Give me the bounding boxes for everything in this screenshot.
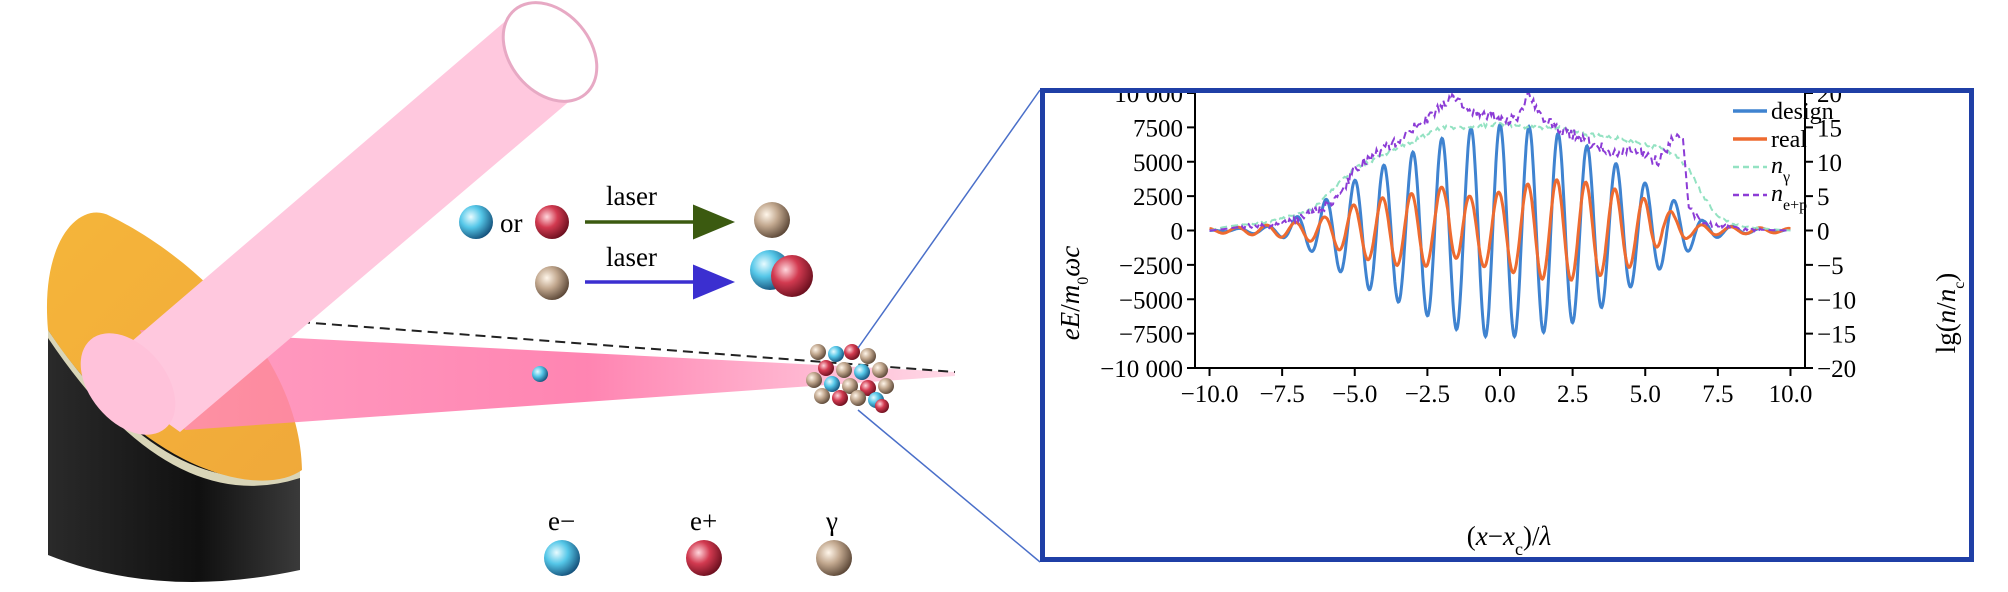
y-tick-label-left: 10 000 xyxy=(1114,93,1183,108)
y-tick-label-left: −7500 xyxy=(1119,322,1183,349)
y-tick-label-left: 0 xyxy=(1171,219,1184,246)
legend-label-design: design xyxy=(1771,99,1834,125)
x-tick-label: −5.0 xyxy=(1332,381,1377,408)
electron-icon xyxy=(459,205,493,239)
y-tick-label-right: −15 xyxy=(1817,322,1856,349)
chart-frame: −10.0 −7.5 −5.0 −2.5 0.0 2.5 5.0 7.5 10.0 10 000 7… xyxy=(1040,88,1974,562)
key-gamma-label: γ xyxy=(825,506,838,536)
laser-label-top: laser xyxy=(606,181,657,211)
legend-label-n-ep: ne+p xyxy=(1771,181,1807,214)
x-axis-title-open: ( xyxy=(1467,521,1476,551)
y-tick-label-left: 2500 xyxy=(1133,184,1183,211)
y-tick-label-left: −2500 xyxy=(1119,253,1183,280)
series-line-real xyxy=(1209,178,1791,282)
legend-label-n-gamma: nγ xyxy=(1771,153,1790,186)
series-line-n-ep xyxy=(1209,93,1791,233)
particle-cluster xyxy=(806,344,894,413)
x-tick-label: −2.5 xyxy=(1405,381,1450,408)
legend: design real nγ ne+p xyxy=(1733,99,1834,214)
series-layer xyxy=(1209,93,1791,340)
gamma-icon xyxy=(535,266,569,300)
series-line-design xyxy=(1209,121,1791,340)
key-electron-icon xyxy=(544,540,580,576)
x-axis-title: (x−xc)/λ xyxy=(1467,521,1552,557)
y-tick-label-right: 15 xyxy=(1817,115,1842,142)
field-density-chart: −10.0 −7.5 −5.0 −2.5 0.0 2.5 5.0 7.5 10.0 10 000 7… xyxy=(1055,93,1968,557)
y-tick-label-right: 5 xyxy=(1817,184,1830,211)
key-positron-label: e+ xyxy=(690,506,717,536)
x-axis-title-lambda: λ xyxy=(1539,521,1552,551)
x-tick-label: −10.0 xyxy=(1181,381,1239,408)
y-tick-label-right: −20 xyxy=(1817,356,1856,383)
y-tick-label-right: −5 xyxy=(1817,253,1844,280)
incoming-laser-beam xyxy=(80,1,599,435)
y-tick-label-right: −10 xyxy=(1817,287,1856,314)
x-axis-title-xc: x xyxy=(1502,521,1515,551)
x-tick-label: 5.0 xyxy=(1630,381,1661,408)
x-tick-label: 7.5 xyxy=(1702,381,1733,408)
legend-n-gamma-n: n xyxy=(1771,153,1783,179)
positron-icon xyxy=(535,205,569,239)
mirror-base xyxy=(48,330,300,582)
y-axis-title-right: lg(n/nc) xyxy=(1931,273,1968,354)
x-axis-title-close: )/ xyxy=(1523,521,1540,551)
y-axis-title-left: eE/m0ωc xyxy=(1055,246,1092,341)
laser-label-bottom: laser xyxy=(606,242,657,272)
x-axis-title-c: c xyxy=(1515,539,1523,557)
process-top: or laser xyxy=(459,181,790,240)
zoom-line-top xyxy=(857,89,1040,349)
legend-n-ep-n: n xyxy=(1771,181,1783,207)
key-positron-icon xyxy=(686,540,722,576)
x-axis-title-x: x xyxy=(1475,521,1488,551)
experiment-illustration: or laser laser e− e+ γ xyxy=(46,1,1040,582)
positron-icon xyxy=(771,255,813,297)
legend-n-gamma-sub: γ xyxy=(1782,169,1790,186)
x-axis-title-minus: − xyxy=(1488,521,1503,551)
electron-in-cone xyxy=(532,366,548,382)
x-tick-label: 2.5 xyxy=(1557,381,1588,408)
or-label: or xyxy=(500,208,523,238)
gamma-icon xyxy=(754,202,790,238)
y-tick-label-left: 7500 xyxy=(1133,115,1183,142)
y-tick-label-right: 10 xyxy=(1817,150,1842,177)
zoom-line-bottom xyxy=(857,409,1040,563)
process-bottom: laser xyxy=(535,242,813,300)
key-electron-label: e− xyxy=(548,506,575,536)
y-tick-label-left: 5000 xyxy=(1133,150,1183,177)
x-tick-label: 10.0 xyxy=(1769,381,1813,408)
y-tick-label-left: −10 000 xyxy=(1100,356,1183,383)
x-tick-label: −7.5 xyxy=(1259,381,1304,408)
ticks-layer: −10.0 −7.5 −5.0 −2.5 0.0 2.5 5.0 7.5 10.0 10 000 7… xyxy=(1100,93,1856,408)
y-tick-label-left: −5000 xyxy=(1119,287,1183,314)
focused-laser-cone xyxy=(140,330,955,430)
legend-n-ep-sub: e+p xyxy=(1783,197,1807,214)
beam-end-cap xyxy=(501,1,599,103)
x-tick-label: 0.0 xyxy=(1484,381,1515,408)
particle-key: e− e+ γ xyxy=(544,506,852,576)
y-tick-label-right: 0 xyxy=(1817,219,1830,246)
key-gamma-icon xyxy=(816,540,852,576)
y-tick-label-right: 20 xyxy=(1817,93,1842,108)
series-line-n-gamma xyxy=(1209,121,1791,232)
legend-label-real: real xyxy=(1771,127,1807,153)
